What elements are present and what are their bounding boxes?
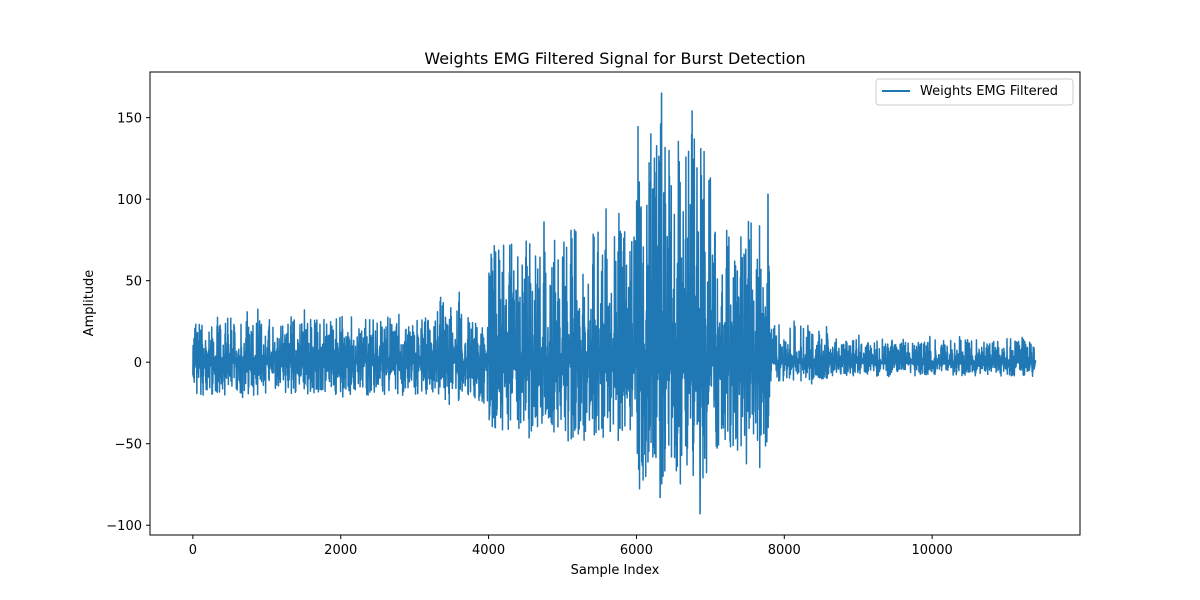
y-tick-label: 0	[134, 356, 142, 371]
x-tick-label: 8000	[768, 543, 801, 558]
legend-box	[875, 78, 1074, 106]
y-tick-label: −100	[106, 519, 142, 534]
x-tick-label: 10000	[911, 543, 952, 558]
y-tick-label: 100	[117, 193, 142, 208]
x-tick-label: 2000	[324, 543, 357, 558]
x-axis-label: Sample Index	[571, 563, 660, 578]
y-axis-label: Amplitude	[82, 270, 97, 337]
x-tick-label: 6000	[620, 543, 653, 558]
legend: Weights EMG Filtered	[875, 78, 1074, 106]
series-line-weights-emg-filtered	[192, 92, 1037, 515]
axes-frame	[149, 71, 1081, 536]
x-tick-label: 0	[189, 543, 197, 558]
series-layer	[192, 92, 1037, 515]
legend-entry: Weights EMG Filtered	[920, 84, 1058, 99]
y-tick-label: 50	[125, 275, 142, 290]
y-tick-label: 150	[117, 112, 142, 127]
x-tick-label: 4000	[472, 543, 505, 558]
y-axis: −100 −50 0 50 100 150	[106, 112, 150, 534]
chart-title: Weights EMG Filtered Signal for Burst De…	[424, 49, 805, 68]
x-axis: 0 2000 4000 6000 8000 10000	[189, 535, 953, 558]
y-tick-label: −50	[115, 438, 142, 453]
plot-area	[149, 71, 1081, 536]
